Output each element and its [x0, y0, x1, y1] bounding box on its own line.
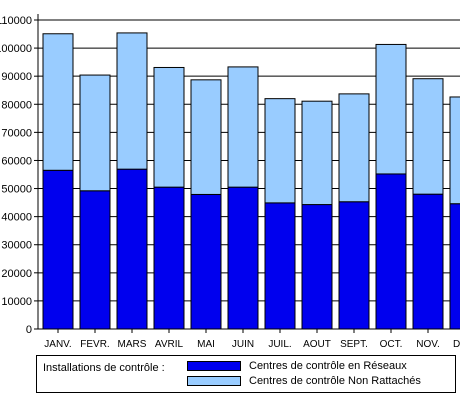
x-tick-label: JUIL.	[268, 339, 291, 350]
legend: Installations de contrôle : Centres de c…	[36, 355, 456, 393]
bar-non-rattaches	[227, 66, 259, 188]
y-tick-label: 100000	[0, 43, 32, 55]
x-tick-labels: JANV. FEVR. MARS AVRIL MAI JUIN JUIL. AOUT SEPT.…	[44, 339, 460, 350]
x-tick-label: AVRIL	[155, 339, 184, 350]
bar-non-rattaches	[338, 93, 370, 203]
y-tick-label: 70000	[1, 127, 32, 139]
x-tick-label: JANV.	[44, 339, 71, 350]
y-tick-label: 30000	[1, 240, 32, 252]
bar-non-rattaches	[79, 74, 111, 192]
bar-reseaux	[116, 168, 148, 330]
x-tick-label: OCT.	[380, 339, 403, 350]
x-tick-label: MARS	[118, 339, 147, 350]
x-tick-label: NOV.	[416, 339, 440, 350]
bar-reseaux	[42, 169, 74, 330]
x-tick-label: FEVR.	[80, 339, 109, 350]
x-tick-label: DEC.	[453, 339, 460, 350]
legend-swatch-reseaux	[187, 361, 241, 371]
legend-label-reseaux: Centres de contrôle en Réseaux	[249, 360, 407, 372]
y-tick-label: 90000	[1, 71, 32, 83]
y-tick-label: 40000	[1, 212, 32, 224]
bar-non-rattaches	[449, 96, 460, 205]
bar-non-rattaches	[375, 43, 407, 175]
axes	[34, 14, 460, 333]
bar-reseaux	[153, 186, 185, 330]
x-tick-label: SEPT.	[340, 339, 368, 350]
bar-non-rattaches	[301, 100, 333, 206]
y-tick-label: 20000	[1, 268, 32, 280]
y-tick-label: 50000	[1, 184, 32, 196]
bar-reseaux	[375, 173, 407, 330]
y-tick-labels: 0 10000 20000 30000 40000 50000 60000 70000 8000…	[0, 15, 32, 336]
bars	[42, 32, 460, 330]
bar-reseaux	[79, 190, 111, 330]
x-tick-label: MAI	[197, 339, 215, 350]
bar-reseaux	[449, 203, 460, 330]
bar-non-rattaches	[116, 32, 148, 170]
legend-title: Installations de contrôle :	[43, 362, 165, 374]
bar-non-rattaches	[412, 78, 444, 195]
bar-reseaux	[227, 186, 259, 330]
legend-swatch-non-rattaches	[187, 376, 241, 386]
x-tick-label: AOUT	[303, 339, 331, 350]
bar-non-rattaches	[153, 66, 185, 188]
bar-reseaux	[264, 202, 296, 330]
bar-reseaux	[190, 193, 222, 330]
y-tick-label: 60000	[1, 155, 32, 167]
y-tick-label: 10000	[1, 296, 32, 308]
bar-non-rattaches	[264, 98, 296, 204]
y-tick-label: 0	[26, 324, 32, 336]
x-tick-label: JUIN	[232, 339, 254, 350]
bar-reseaux	[412, 193, 444, 330]
y-tick-label: 80000	[1, 99, 32, 111]
y-tick-label: 110000	[0, 15, 32, 27]
bar-reseaux	[338, 201, 370, 330]
bar-non-rattaches	[190, 79, 222, 195]
legend-label-non-rattaches: Centres de contrôle Non Rattachés	[249, 375, 421, 387]
bar-reseaux	[301, 204, 333, 330]
bar-non-rattaches	[42, 33, 74, 171]
